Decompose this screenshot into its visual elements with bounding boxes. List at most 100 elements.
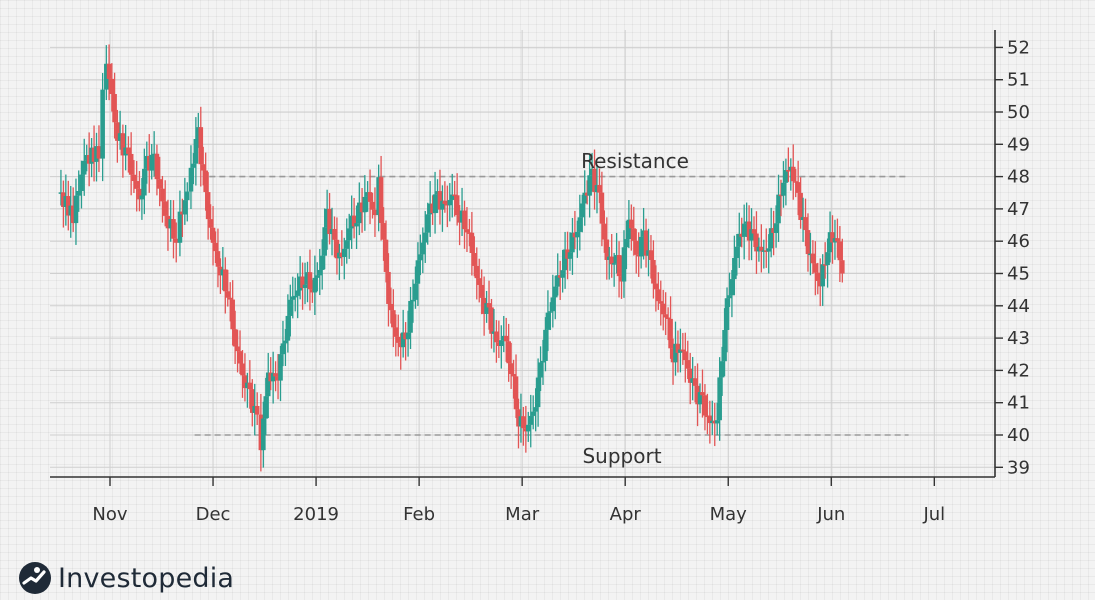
candle-body <box>692 378 698 386</box>
candle-body <box>469 232 475 254</box>
candle <box>245 372 250 408</box>
candle <box>616 241 622 298</box>
y-tick-label: 47 <box>1007 199 1030 220</box>
candle <box>442 181 448 213</box>
candle-body <box>191 163 196 168</box>
candle <box>386 253 391 327</box>
candle-body <box>270 373 276 382</box>
candle-body <box>235 346 240 352</box>
candle-body <box>332 229 337 240</box>
candle <box>61 180 66 228</box>
candle <box>481 276 487 336</box>
candle <box>761 239 767 269</box>
candle-body <box>89 147 94 164</box>
candle-body <box>96 146 102 159</box>
candle <box>457 205 462 246</box>
candle-body <box>123 147 128 156</box>
candle-body <box>741 223 747 237</box>
candle-body <box>160 188 165 202</box>
candle-body <box>616 255 622 277</box>
candle-body <box>790 166 796 182</box>
candle <box>680 332 686 365</box>
candle-body <box>697 392 703 405</box>
candle-body <box>278 354 283 381</box>
candle <box>134 161 139 212</box>
candle <box>663 292 668 336</box>
candle <box>367 169 373 225</box>
candle <box>786 147 791 182</box>
candle <box>545 290 551 352</box>
candle-body <box>658 301 664 304</box>
candle <box>171 200 176 259</box>
candle <box>550 274 556 328</box>
candle-body <box>354 223 359 227</box>
candle <box>808 232 813 276</box>
candle <box>89 138 94 178</box>
candle-body <box>415 260 421 284</box>
candle <box>235 329 240 373</box>
candle-body <box>146 155 152 171</box>
candle <box>631 206 637 256</box>
candle <box>383 220 389 283</box>
candle-body <box>427 203 433 215</box>
candle <box>736 212 742 268</box>
candle-body <box>530 411 536 416</box>
candle <box>594 166 600 214</box>
candle <box>793 169 799 198</box>
candle <box>511 359 516 399</box>
candle-body <box>393 327 399 337</box>
candle-body <box>825 252 830 266</box>
x-tick-label: Mar <box>505 504 540 525</box>
candle <box>76 170 82 212</box>
candle <box>351 197 357 239</box>
candle <box>240 350 245 398</box>
candle <box>173 222 179 263</box>
candle <box>278 345 283 402</box>
candle <box>472 236 477 277</box>
x-tick-label: Apr <box>610 504 642 525</box>
candle-body <box>372 209 378 216</box>
candle <box>670 338 676 385</box>
candle <box>827 211 833 263</box>
candle-body <box>803 217 808 231</box>
candle-body <box>302 284 308 288</box>
candle-body <box>232 329 238 347</box>
candle-body <box>712 420 718 424</box>
candle-body <box>464 229 470 233</box>
candle-body <box>685 360 691 369</box>
candle <box>123 124 128 171</box>
candle-body <box>182 200 188 215</box>
candle-body <box>467 232 472 234</box>
candle <box>344 218 350 264</box>
candle-body <box>582 192 588 204</box>
candle-body <box>499 340 504 346</box>
candle <box>697 383 703 414</box>
candle-body <box>675 343 681 353</box>
y-tick-label: 39 <box>1007 457 1030 478</box>
candle-body <box>660 303 666 315</box>
candle-body <box>81 160 87 175</box>
candle-body <box>511 374 516 377</box>
candle <box>540 339 546 385</box>
candle <box>157 156 162 207</box>
candle-body <box>729 279 735 296</box>
candle <box>560 249 565 293</box>
candle <box>602 210 607 253</box>
candle-body <box>810 253 816 264</box>
candle <box>91 125 97 182</box>
candle-body <box>432 194 438 214</box>
candle <box>86 132 92 187</box>
candle-body <box>144 155 150 169</box>
candle <box>435 179 440 213</box>
candle <box>739 217 745 248</box>
candle <box>337 243 342 281</box>
candle-body <box>800 217 806 220</box>
candle <box>525 411 531 442</box>
candle-body <box>365 192 370 197</box>
candle-body <box>837 241 843 261</box>
candle-body <box>109 78 115 95</box>
candle <box>258 393 264 472</box>
candle <box>290 276 296 319</box>
candle-body <box>462 210 467 230</box>
candle-body <box>120 133 126 156</box>
